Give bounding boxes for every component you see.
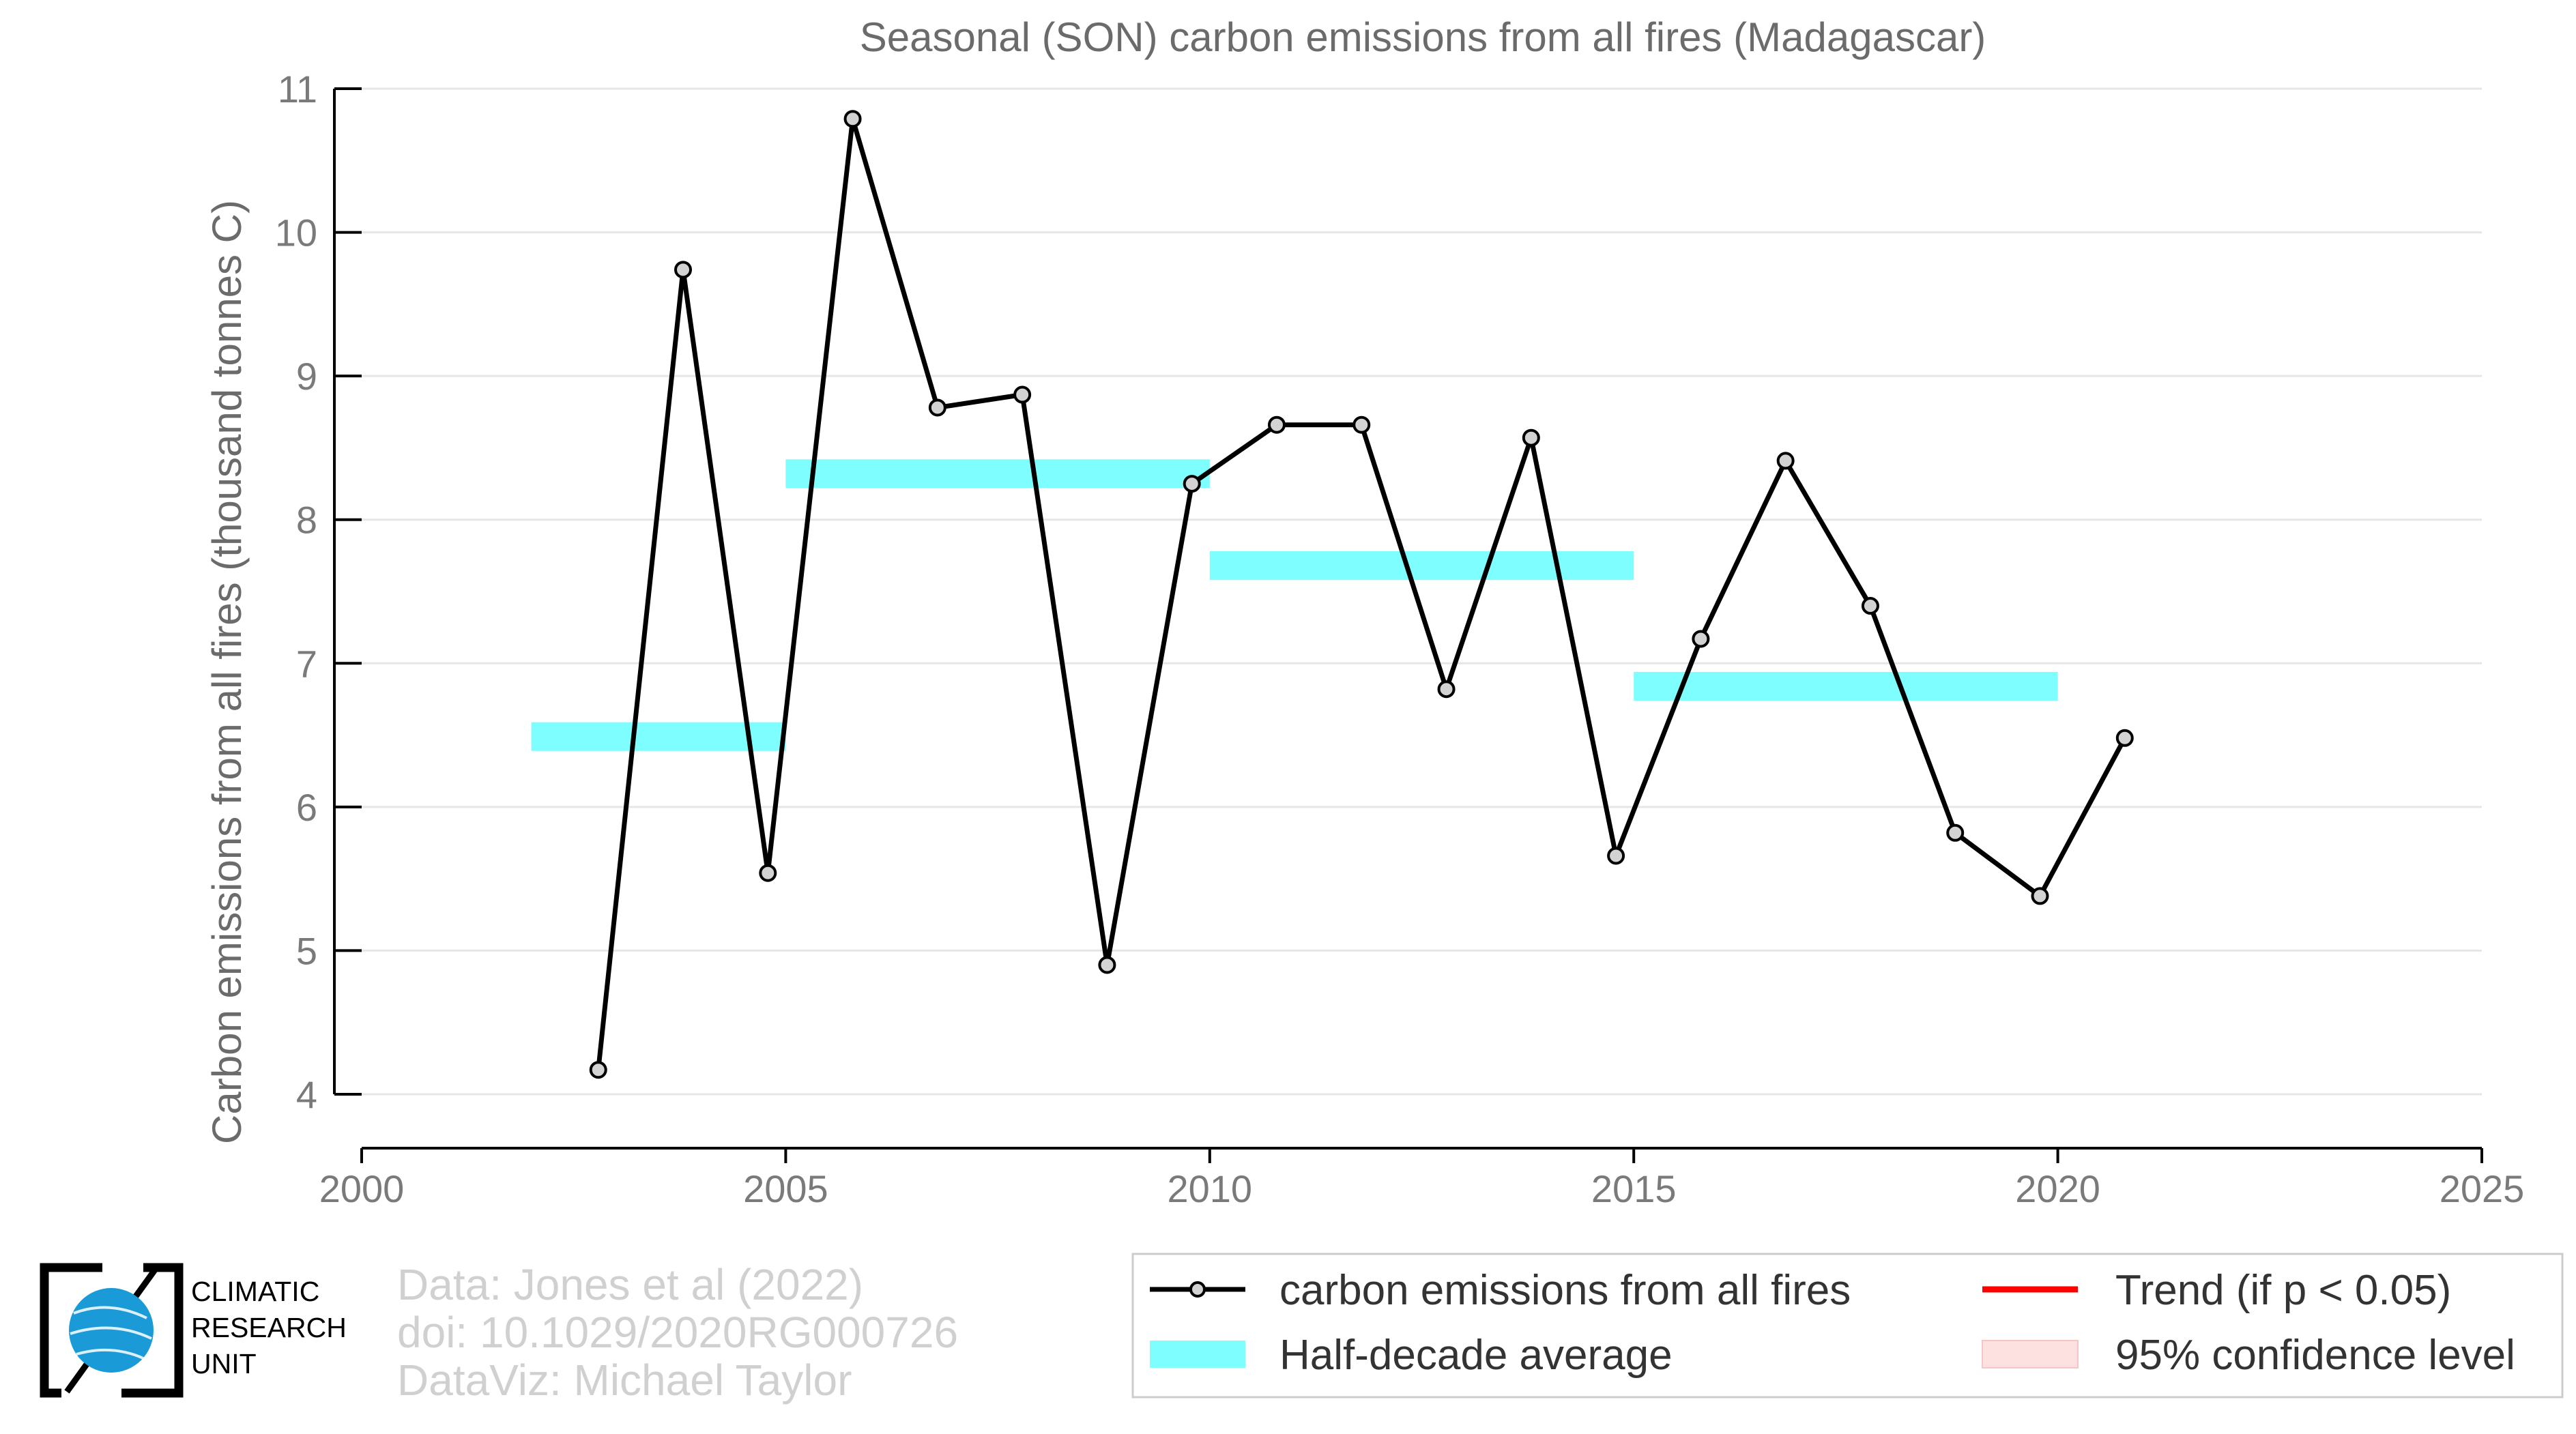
y-axis-label: Carbon emissions from all fires (thousan…	[204, 200, 250, 1144]
data-point	[1522, 428, 1540, 447]
data-point	[1946, 823, 1965, 842]
x-tick-label: 2010	[1168, 1167, 1253, 1210]
legend-confidence-icon	[1982, 1340, 2079, 1369]
logo-text-line1: CLIMATIC	[191, 1276, 319, 1307]
data-point	[1098, 956, 1116, 974]
data-point	[1183, 475, 1201, 493]
data-point	[2115, 729, 2134, 747]
data-point	[2031, 887, 2049, 905]
data-point	[759, 864, 777, 882]
legend-entry-trend: Trend (if p < 0.05)	[2115, 1267, 2451, 1314]
x-tick-label: 2015	[1591, 1167, 1677, 1210]
logo-bracket-left	[40, 1263, 102, 1398]
half-decade-bar	[1209, 551, 1634, 581]
x-tick-label: 2000	[319, 1167, 405, 1210]
legend-marker-icon	[1189, 1281, 1206, 1298]
x-axis: 2000 2005 2010 2015 2020 2025	[319, 1147, 2525, 1210]
y-tick-label: 11	[278, 68, 317, 111]
logo-bracket-right	[121, 1263, 184, 1398]
half-decade-bands	[531, 459, 2058, 751]
y-tick-label: 5	[296, 929, 317, 972]
y-tick-label: 9	[296, 355, 317, 398]
data-point	[674, 261, 693, 279]
half-decade-bar	[1634, 671, 2058, 701]
grid	[362, 87, 2482, 1096]
y-tick-label: 4	[296, 1073, 317, 1116]
cru-logo: CLIMATIC RESEARCH UNIT	[40, 1263, 347, 1398]
y-tick-label: 10	[275, 211, 317, 254]
x-tick-label: 2020	[2015, 1167, 2100, 1210]
series-lines	[596, 116, 2127, 1070]
legend-band-icon	[1150, 1341, 1245, 1368]
credits: Data: Jones et al (2022) doi: 10.1029/20…	[397, 1260, 958, 1405]
series-markers	[589, 110, 2134, 1079]
legend-entry-confidence: 95% confidence level	[2115, 1332, 2515, 1379]
data-point	[843, 110, 862, 128]
x-tick-label: 2025	[2440, 1167, 2525, 1210]
logo-text-line2: RESEARCH	[191, 1312, 347, 1343]
data-point	[928, 398, 946, 417]
y-tick-label: 7	[296, 642, 317, 685]
globe-lines-icon	[70, 1306, 152, 1360]
data-point	[1776, 452, 1795, 470]
credit-dataviz: DataViz: Michael Taylor	[397, 1356, 852, 1405]
data-point	[1267, 415, 1286, 434]
series-line	[596, 116, 2127, 1070]
data-point	[1607, 847, 1625, 865]
credit-doi: doi: 10.1029/2020RG000726	[397, 1308, 958, 1357]
legend-entry-series: carbon emissions from all fires	[1279, 1267, 1851, 1314]
data-point	[1692, 630, 1710, 648]
x-tick-label: 2005	[743, 1167, 828, 1210]
half-decade-bar	[785, 459, 1210, 488]
data-point	[589, 1061, 607, 1079]
half-decade-bar	[531, 722, 786, 751]
chart-title: Seasonal (SON) carbon emissions from all…	[860, 14, 1986, 60]
legend-box	[1131, 1253, 2564, 1399]
y-tick-label: 8	[296, 499, 317, 542]
data-point	[1013, 385, 1032, 404]
legend-entry-half-decade: Half-decade average	[1279, 1332, 1673, 1379]
y-axis: 4 5 6 7 8 9 10 11	[275, 68, 362, 1116]
data-point	[1352, 415, 1371, 434]
logo-text-line3: UNIT	[191, 1348, 257, 1379]
data-point	[1437, 680, 1456, 699]
data-point	[1861, 597, 1879, 615]
legend: carbon emissions from all fires Half-dec…	[1131, 1253, 2564, 1399]
credit-data: Data: Jones et al (2022)	[397, 1260, 863, 1309]
y-tick-label: 6	[296, 786, 317, 829]
